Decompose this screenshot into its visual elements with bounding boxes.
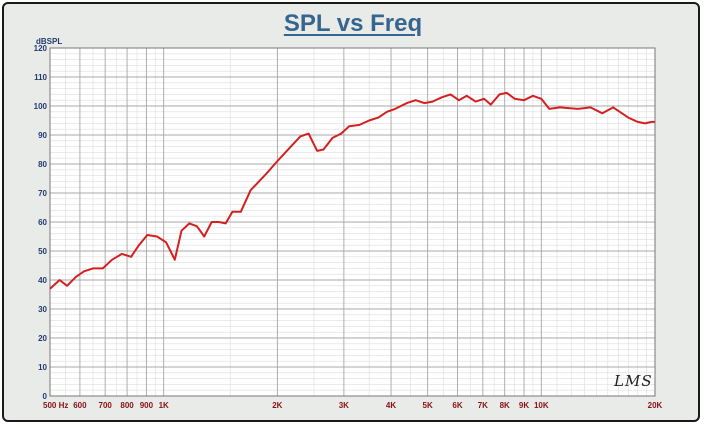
y-tick-labels: 0 10 20 30 40 50 60 70 80 90 100 110 120: [34, 44, 48, 401]
y-tick-label: 60: [38, 218, 47, 227]
x-tick-label: 5K: [423, 401, 433, 410]
y-tick-label: 20: [38, 334, 47, 343]
x-tick-label: 900: [140, 401, 154, 410]
y-tick-label: 100: [34, 102, 48, 111]
x-tick-label: 7K: [478, 401, 488, 410]
x-tick-label: 9K: [519, 401, 529, 410]
x-tick-label: 2K: [272, 401, 282, 410]
y-tick-label: 30: [38, 305, 47, 314]
x-tick-label: 20K: [648, 401, 663, 410]
x-tick-label: 3K: [339, 401, 349, 410]
x-tick-label: 8K: [500, 401, 510, 410]
x-tick-label: 10K: [534, 401, 549, 410]
y-tick-label: 110: [34, 73, 47, 82]
major-gridlines: [49, 47, 656, 397]
x-tick-labels: 500 Hz 600 700 800 900 1K 2K 3K 4K 5K 6K 7K 8K 9K 10K 2…: [43, 401, 663, 410]
x-tick-label: 800: [120, 401, 134, 410]
x-tick-label: 1K: [159, 401, 169, 410]
x-tick-label: 700: [99, 401, 113, 410]
y-tick-label: 0: [43, 392, 48, 401]
y-tick-label: 50: [38, 247, 47, 256]
x-tick-label: 600: [73, 401, 87, 410]
x-tick-label: 500 Hz: [43, 401, 68, 410]
spl-series-line: [49, 91, 655, 290]
chart-title: SPL vs Freq: [283, 10, 423, 37]
plot-border: [49, 47, 656, 397]
y-tick-label: 90: [38, 131, 47, 140]
y-tick-label: 10: [38, 363, 47, 372]
x-tick-label: 4K: [386, 401, 396, 410]
y-tick-label: 40: [38, 276, 47, 285]
y-axis-label: dBSPL: [36, 37, 63, 46]
y-tick-label: 80: [38, 160, 47, 169]
lms-watermark: LMS: [614, 372, 653, 390]
y-tick-label: 120: [34, 44, 48, 53]
y-tick-label: 70: [38, 189, 47, 198]
x-tick-label: 6K: [452, 401, 462, 410]
series-group: [49, 91, 655, 290]
